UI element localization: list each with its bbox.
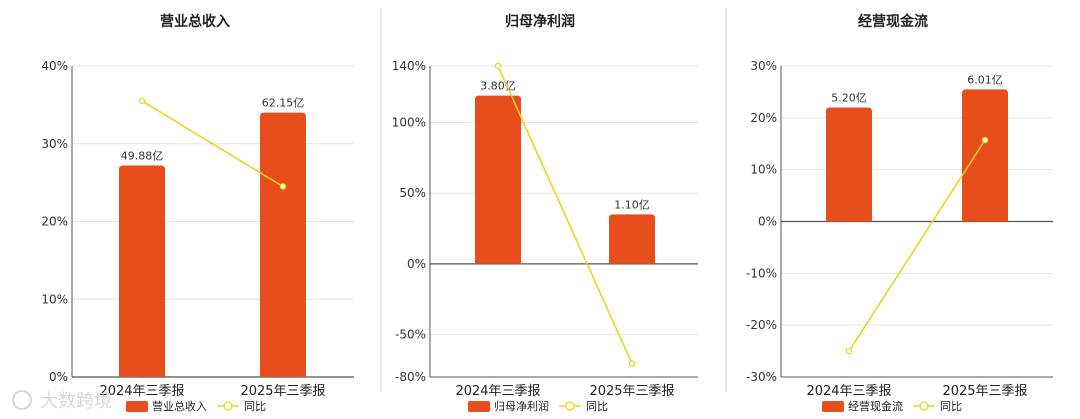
chart-title: 营业总收入 (160, 13, 230, 30)
x-category-label: 2025年三季报 (589, 384, 674, 399)
bar-value-label: 62.15亿 (262, 97, 305, 110)
x-category-label: 2025年三季报 (240, 384, 325, 399)
chart-title: 归母净利润 (505, 13, 575, 30)
y-tick-label: 50% (399, 186, 426, 200)
legend-line-marker (223, 401, 233, 411)
bar (119, 165, 165, 377)
y-tick-label: -30% (746, 370, 777, 384)
bar-value-label: 5.20亿 (831, 91, 867, 104)
bar (475, 95, 521, 264)
legend-bar-label: 归母净利润 (494, 399, 549, 413)
y-tick-label: 10% (41, 292, 68, 306)
bar-value-label: 49.88亿 (121, 150, 164, 163)
legend-bar-swatch (126, 401, 148, 412)
legend-line-label: 同比 (244, 400, 266, 413)
bar (826, 107, 872, 222)
bar (260, 112, 306, 378)
bar-value-label: 3.80亿 (480, 80, 516, 93)
y-tick-label: 0% (49, 370, 68, 384)
legend-line-label: 同比 (940, 400, 962, 413)
bar-value-label: 6.01亿 (967, 73, 1003, 86)
legend-line-marker (919, 401, 929, 411)
x-category-label: 2024年三季报 (99, 384, 184, 399)
y-tick-label: 30% (750, 59, 777, 73)
y-tick-label: 30% (41, 137, 68, 151)
y-tick-label: 20% (41, 215, 68, 229)
y-tick-label: 100% (392, 116, 426, 130)
y-tick-label: 0% (407, 257, 426, 271)
watermark: 大数跨境 (12, 390, 112, 412)
legend-bar-swatch (468, 401, 490, 412)
chart-panel-1: 营业总收入 40% 30% 20% 10% 0% 49.88亿 2024年三季报 62.15亿 2… (41, 13, 354, 413)
y-tick-label: 140% (392, 59, 426, 73)
y-tick-label: 20% (750, 111, 777, 125)
yoy-point (981, 136, 989, 144)
y-tick-label: 10% (750, 163, 777, 177)
bar (962, 89, 1008, 222)
legend-bar-label: 营业总收入 (152, 399, 207, 413)
yoy-point (279, 183, 287, 190)
yoy-line (497, 65, 633, 364)
yoy-line (141, 100, 284, 188)
yoy-point (628, 360, 636, 367)
legend-line-marker (565, 401, 575, 411)
y-tick-label: -50% (395, 328, 426, 342)
watermark-logo-icon (12, 390, 32, 410)
x-category-label: 2024年三季报 (455, 384, 540, 399)
y-tick-label: -10% (746, 266, 777, 280)
bar (609, 214, 655, 264)
yoy-point (138, 97, 146, 105)
x-category-label: 2025年三季报 (942, 384, 1027, 399)
legend-bar-swatch (822, 401, 844, 412)
y-tick-label: -20% (746, 318, 777, 332)
yoy-line (848, 139, 986, 352)
chart-title: 经营现金流 (858, 13, 928, 30)
chart-panel-2: 归母净利润 140% 100% 50% 0% -50% -80% 3.80亿 2024年三季报 1… (392, 13, 698, 413)
chart-panel-3: 经营现金流 30% 20% 10% 0% -10% -20% -30% 5.20亿 2024年三季… (746, 13, 1053, 413)
yoy-point (845, 347, 853, 355)
y-tick-label: 0% (758, 215, 777, 229)
bar-value-label: 1.10亿 (614, 198, 650, 211)
x-category-label: 2024年三季报 (806, 384, 891, 399)
y-tick-label: -80% (395, 370, 426, 384)
legend-line-label: 同比 (586, 400, 608, 413)
legend-bar-label: 经营现金流 (848, 399, 903, 413)
y-tick-label: 40% (41, 59, 68, 73)
yoy-point (494, 62, 502, 70)
watermark-text: 大数跨境 (40, 391, 112, 412)
